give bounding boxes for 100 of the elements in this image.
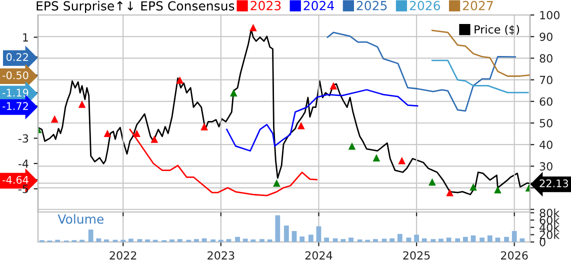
bar (348, 238, 354, 242)
bar (177, 239, 182, 242)
chart-title: Volume (58, 214, 104, 224)
x-tick-label: 2024 (305, 251, 332, 260)
y2-tick-label: 90 (540, 32, 552, 41)
legend-label: 2026 (410, 0, 440, 10)
y-tick-label: -4.64 (2, 176, 28, 184)
y-tick-label: -1.72 (2, 102, 28, 110)
bar (88, 230, 94, 242)
bar (210, 239, 216, 242)
legend-title: EPS Consensus (141, 1, 234, 11)
bar (487, 235, 492, 242)
y2-tick-label: 40 (540, 140, 552, 149)
y2-tick-label: 100 (540, 10, 560, 20)
bar (340, 239, 346, 242)
bar (308, 234, 314, 242)
legend-label: 2027 (462, 0, 493, 10)
point (330, 82, 338, 90)
point (272, 179, 280, 187)
point (348, 142, 356, 150)
bar (226, 239, 232, 242)
bar (260, 239, 264, 242)
bar (145, 239, 150, 242)
bar (194, 239, 199, 242)
bar (324, 238, 329, 242)
bar (104, 239, 109, 242)
bar (406, 238, 412, 242)
x-tick-label: 2026 (501, 251, 528, 260)
bar (300, 236, 305, 242)
bar (438, 238, 444, 242)
bar (520, 238, 525, 242)
bar (292, 231, 297, 242)
y-tick-label: -1.19 (2, 88, 28, 97)
bar (390, 238, 395, 242)
y-tick-label: 0.22 (6, 53, 28, 62)
bar (414, 234, 419, 242)
y-tick-label: 20k (540, 230, 560, 240)
bar (480, 238, 485, 242)
point (470, 183, 477, 191)
bar (284, 226, 289, 242)
bar (422, 238, 427, 242)
bar (128, 238, 134, 242)
bar (463, 236, 468, 242)
line-series (226, 89, 418, 152)
y2-tick-label: 70 (540, 76, 552, 84)
bar (357, 239, 362, 242)
point (50, 115, 58, 123)
legend-label: Price ($) (474, 25, 520, 36)
point (428, 178, 436, 186)
y2-tick-label: 60 (540, 97, 552, 106)
bar (250, 239, 256, 242)
point (250, 24, 257, 32)
point (494, 186, 502, 194)
bar (137, 239, 142, 242)
point (176, 76, 184, 84)
bar (397, 234, 402, 242)
y-tick-label: 1 (23, 33, 28, 42)
bar (170, 239, 174, 242)
legend-label: 2025 (356, 0, 387, 10)
bar (373, 239, 378, 242)
bar (242, 238, 248, 242)
y-tick-label: -3 (18, 134, 28, 143)
bar (382, 238, 387, 242)
point (446, 188, 454, 196)
point (78, 100, 86, 108)
x-tick-label: 2025 (403, 251, 430, 260)
x-tick-label: 2022 (110, 251, 136, 260)
point (104, 130, 112, 138)
point (372, 154, 380, 162)
point (230, 89, 238, 96)
point (398, 156, 406, 164)
line-series (431, 60, 529, 94)
bar (316, 226, 322, 242)
y-tick-label: 80k (540, 208, 560, 218)
y2-tick-label: 80 (540, 54, 552, 63)
bar (267, 239, 272, 242)
point (200, 123, 208, 130)
legend-label: 2023 (250, 0, 281, 10)
chart-title: EPS Surprise↑↓ (36, 0, 134, 14)
bar (455, 238, 460, 242)
bar (446, 238, 452, 242)
bar (470, 235, 476, 242)
point (297, 122, 305, 130)
bar (504, 236, 509, 242)
line-series (129, 128, 318, 196)
y2-tick-label: 22.13 (540, 179, 568, 188)
y-tick-label: -4 (18, 160, 28, 168)
bar (512, 231, 517, 242)
point (150, 136, 158, 143)
legend-label: 2024 (304, 0, 334, 10)
bar (275, 215, 280, 242)
y2-tick-label: 50 (540, 118, 552, 128)
y-tick-label: -0.50 (2, 71, 28, 80)
x-tick-label: 2023 (208, 251, 234, 260)
bar (332, 238, 338, 242)
bar (430, 239, 436, 242)
bar (235, 236, 240, 242)
bar (495, 238, 500, 242)
y2-tick-label: 30 (540, 162, 552, 171)
bar (96, 238, 102, 242)
